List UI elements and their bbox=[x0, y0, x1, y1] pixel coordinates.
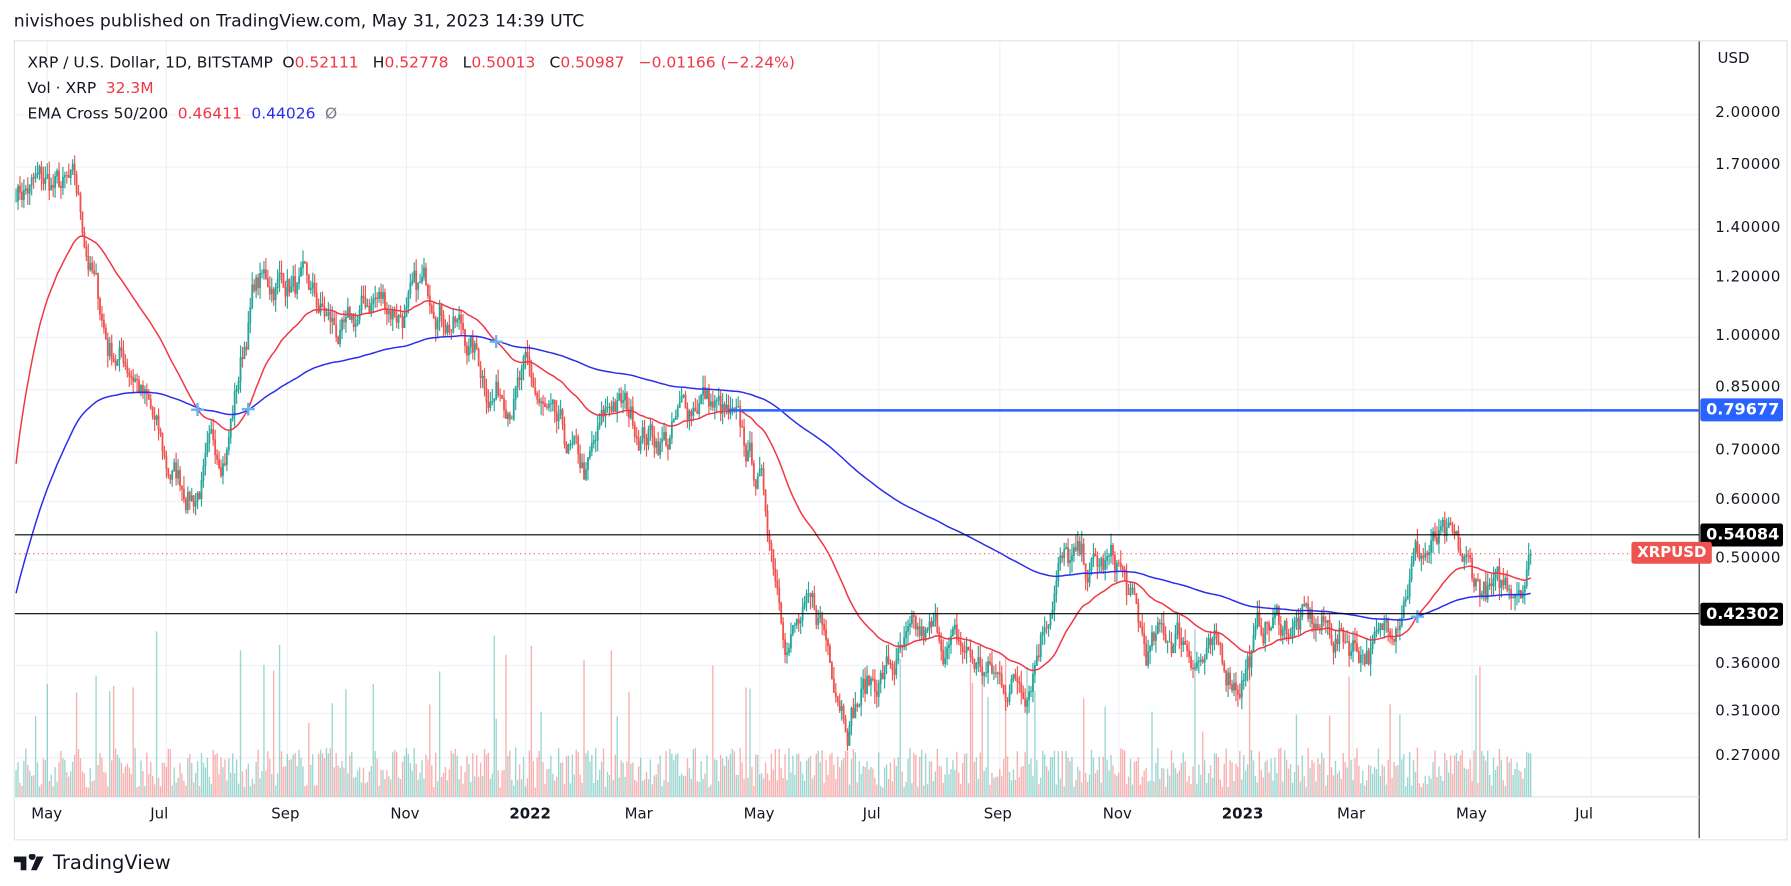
hide-indicator-icon[interactable]: Ø bbox=[324, 104, 338, 123]
chart-frame bbox=[13, 40, 1788, 841]
volume-legend: Vol · XRP 32.3M bbox=[28, 79, 159, 97]
x-tick-label: May bbox=[1456, 805, 1487, 824]
price-level-tag[interactable]: 0.79677 bbox=[1700, 398, 1783, 422]
ema-label: EMA Cross 50/200 bbox=[27, 104, 169, 123]
y-tick-label: 0.27000 bbox=[1715, 747, 1782, 765]
volume-value: 32.3M bbox=[105, 79, 154, 98]
ema-cross-marker: + bbox=[189, 397, 206, 421]
currency-label: USD bbox=[1717, 50, 1750, 68]
y-tick-label: 0.36000 bbox=[1715, 655, 1782, 673]
y-tick-label: 1.70000 bbox=[1715, 156, 1782, 174]
ema200-value: 0.44026 bbox=[251, 104, 316, 123]
high-label: H bbox=[372, 53, 385, 73]
change-value: −0.01166 (−2.24%) bbox=[638, 53, 795, 73]
symbol-title: XRP / U.S. Dollar, 1D, BITSTAMP bbox=[27, 53, 273, 73]
x-tick-label: Sep bbox=[271, 805, 300, 824]
ema200-line bbox=[15, 334, 1531, 621]
ema-cross-marker: + bbox=[240, 396, 257, 420]
tradingview-logo: TradingView bbox=[13, 851, 171, 875]
volume-label: Vol · XRP bbox=[27, 79, 97, 98]
x-tick-label: Mar bbox=[1336, 805, 1366, 824]
x-tick-label: Jul bbox=[150, 805, 169, 824]
x-tick-label: Nov bbox=[390, 805, 420, 824]
close-label: C bbox=[549, 53, 561, 73]
ema50-value: 0.46411 bbox=[177, 104, 242, 123]
y-tick-label: 0.85000 bbox=[1715, 379, 1782, 397]
x-tick-label: Jul bbox=[862, 805, 881, 824]
ema-cross-marker: + bbox=[488, 329, 505, 353]
high-value: 0.52778 bbox=[384, 53, 449, 73]
y-tick-label: 0.70000 bbox=[1715, 441, 1782, 459]
x-tick-label: May bbox=[743, 805, 775, 824]
symbol-price-tag[interactable]: XRPUSD bbox=[1631, 542, 1713, 565]
y-tick-label: 1.40000 bbox=[1715, 219, 1782, 237]
tradingview-logo-icon bbox=[13, 854, 44, 871]
symbol-legend: XRP / U.S. Dollar, 1D, BITSTAMP O0.52111… bbox=[28, 54, 800, 72]
open-value: 0.52111 bbox=[294, 53, 359, 73]
y-tick-label: 0.60000 bbox=[1715, 491, 1782, 509]
logo-text: TradingView bbox=[52, 851, 171, 875]
y-tick-label: 1.00000 bbox=[1715, 327, 1782, 345]
x-tick-label: Sep bbox=[983, 805, 1012, 824]
x-tick-label: Mar bbox=[624, 805, 653, 824]
low-label: L bbox=[462, 53, 472, 73]
price-level-tag[interactable]: 0.42302 bbox=[1700, 602, 1783, 626]
ema50-line bbox=[15, 235, 1531, 672]
y-tick-label: 1.20000 bbox=[1715, 268, 1782, 286]
x-tick-label: Jul bbox=[1575, 805, 1594, 824]
y-tick-label: 0.31000 bbox=[1715, 703, 1782, 721]
open-label: O bbox=[282, 53, 295, 73]
y-tick-label: 0.50000 bbox=[1715, 549, 1782, 567]
price-level-tag[interactable]: 0.54084 bbox=[1700, 523, 1783, 547]
y-tick-label: 2.00000 bbox=[1715, 104, 1782, 122]
published-caption: nivishoes published on TradingView.com, … bbox=[13, 10, 585, 31]
x-tick-label: May bbox=[31, 805, 63, 824]
x-tick-label: 2023 bbox=[1221, 805, 1264, 824]
ema-cross-marker: + bbox=[1409, 604, 1426, 628]
low-value: 0.50013 bbox=[471, 53, 536, 73]
x-tick-label: Nov bbox=[1102, 805, 1132, 824]
x-tick-label: 2022 bbox=[509, 805, 551, 824]
ema-legend: EMA Cross 50/200 0.46411 0.44026 Ø bbox=[28, 104, 342, 122]
close-value: 0.50987 bbox=[560, 53, 625, 73]
